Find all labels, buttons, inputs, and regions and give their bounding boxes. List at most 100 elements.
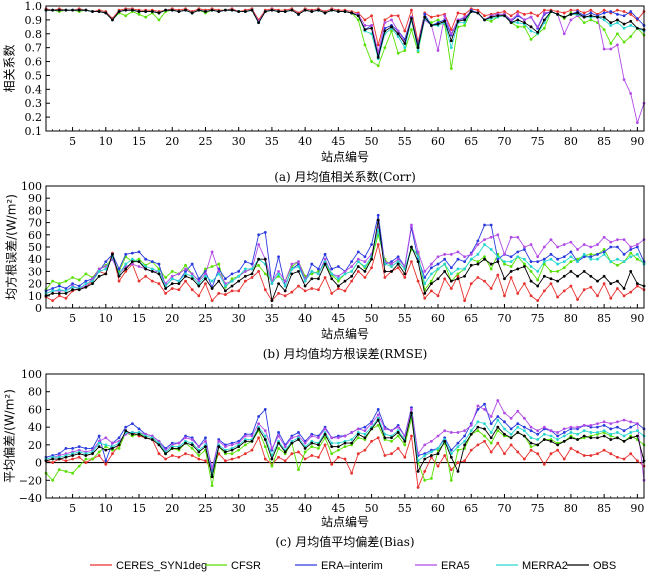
y-tick-label: −20 bbox=[19, 474, 42, 487]
y-tick-label: 0.3 bbox=[25, 97, 43, 110]
data-point bbox=[117, 274, 121, 278]
y-tick-label: 80 bbox=[28, 386, 42, 399]
data-point bbox=[436, 49, 440, 52]
data-point bbox=[569, 240, 573, 244]
data-point bbox=[104, 11, 108, 15]
data-point bbox=[343, 434, 347, 438]
data-point bbox=[635, 121, 639, 125]
data-point bbox=[270, 282, 274, 285]
data-point bbox=[243, 452, 247, 456]
data-point bbox=[197, 454, 201, 457]
data-point bbox=[449, 431, 453, 434]
x-tick-label: 55 bbox=[398, 502, 412, 515]
data-point bbox=[622, 252, 626, 256]
data-point bbox=[489, 248, 493, 251]
data-point bbox=[549, 238, 553, 242]
data-point bbox=[230, 277, 234, 281]
data-point bbox=[509, 21, 513, 25]
data-point bbox=[177, 441, 181, 445]
data-point bbox=[370, 427, 373, 431]
data-point bbox=[436, 277, 440, 281]
data-point bbox=[456, 441, 460, 445]
x-axis-label: 站点编号 bbox=[321, 326, 369, 341]
panel-3: 5 10 15 20 25 30 35 40 45 50 55 60 65 70 75 80 85 90 −40 −2… bbox=[2, 368, 646, 549]
data-point bbox=[263, 457, 267, 461]
data-point bbox=[589, 454, 593, 457]
data-point bbox=[456, 272, 460, 276]
data-point bbox=[529, 445, 533, 449]
data-point bbox=[130, 257, 134, 261]
data-point bbox=[310, 277, 314, 281]
data-point bbox=[476, 8, 480, 12]
data-point bbox=[57, 284, 61, 288]
data-point bbox=[396, 425, 400, 429]
data-point bbox=[363, 24, 367, 27]
data-point bbox=[576, 438, 579, 441]
data-point bbox=[130, 422, 134, 425]
data-point bbox=[97, 454, 101, 457]
data-point bbox=[469, 282, 473, 285]
data-point bbox=[616, 32, 619, 36]
y-tick-label: 0.5 bbox=[25, 69, 43, 82]
data-point bbox=[536, 432, 540, 436]
data-point bbox=[144, 257, 148, 261]
data-point bbox=[210, 466, 214, 470]
data-point bbox=[529, 15, 533, 19]
data-point bbox=[596, 243, 599, 246]
data-point bbox=[164, 8, 168, 12]
x-tick-label: 80 bbox=[564, 312, 578, 325]
data-point bbox=[429, 262, 433, 266]
data-point bbox=[71, 282, 74, 285]
data-point bbox=[529, 37, 533, 41]
data-point bbox=[277, 291, 280, 295]
data-point bbox=[509, 260, 513, 264]
data-point bbox=[529, 25, 533, 29]
data-point bbox=[542, 462, 546, 466]
data-point bbox=[230, 8, 234, 12]
data-point bbox=[144, 10, 148, 13]
data-point bbox=[542, 257, 546, 261]
data-point bbox=[629, 19, 633, 23]
data-point bbox=[257, 21, 261, 25]
data-point bbox=[390, 429, 393, 433]
data-point bbox=[562, 431, 566, 434]
data-point bbox=[356, 452, 360, 456]
data-point bbox=[350, 438, 354, 441]
data-point bbox=[150, 279, 154, 283]
data-point bbox=[117, 436, 121, 440]
data-point bbox=[356, 436, 360, 440]
data-point bbox=[449, 279, 453, 283]
legend-item-cfsr: CFSR bbox=[205, 560, 261, 572]
data-point bbox=[483, 402, 486, 406]
legend-item-era5: ERA5 bbox=[415, 560, 470, 572]
data-point bbox=[257, 257, 261, 261]
data-point bbox=[410, 245, 413, 249]
data-point bbox=[250, 267, 254, 271]
data-point bbox=[596, 257, 599, 261]
data-point bbox=[217, 279, 221, 283]
data-point bbox=[270, 464, 274, 468]
data-point bbox=[224, 445, 227, 449]
data-point bbox=[283, 10, 287, 13]
data-point bbox=[363, 432, 367, 436]
data-point bbox=[536, 438, 540, 441]
data-point bbox=[609, 24, 613, 27]
data-point bbox=[616, 257, 619, 261]
data-point bbox=[157, 452, 161, 456]
data-point bbox=[529, 265, 533, 268]
data-point bbox=[582, 423, 586, 427]
data-point bbox=[124, 429, 128, 433]
data-point bbox=[449, 32, 453, 36]
data-point bbox=[376, 243, 380, 246]
data-point bbox=[51, 291, 55, 295]
data-point bbox=[616, 238, 619, 242]
data-point bbox=[629, 420, 633, 424]
data-point bbox=[576, 11, 579, 15]
data-point bbox=[190, 272, 194, 276]
data-point bbox=[562, 439, 566, 443]
data-point bbox=[429, 24, 433, 27]
data-point bbox=[536, 255, 540, 259]
data-point bbox=[509, 14, 513, 18]
data-point bbox=[403, 443, 407, 447]
data-point bbox=[117, 447, 121, 450]
